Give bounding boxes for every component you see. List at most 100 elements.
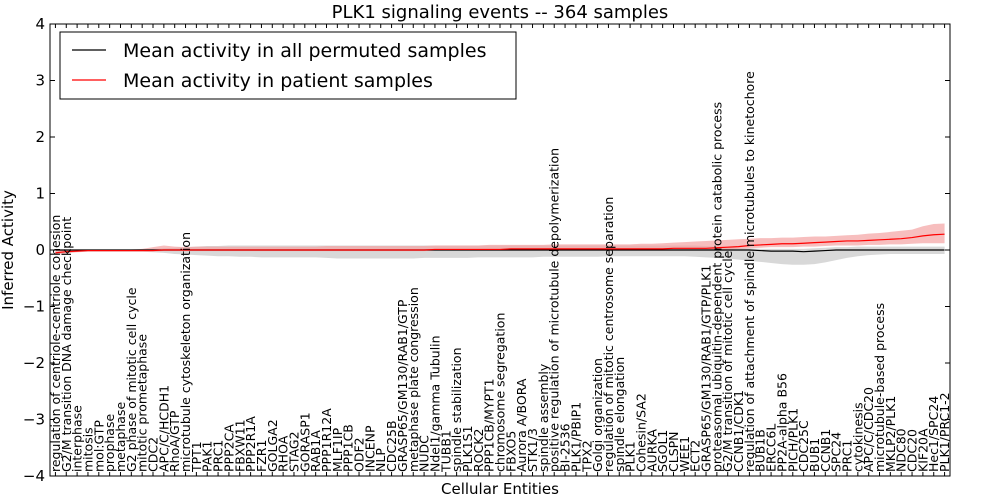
y-tick-label: 3: [35, 72, 45, 90]
category-label: PLK1: [623, 441, 638, 472]
legend: Mean activity in all permuted samples Me…: [59, 31, 517, 100]
category-label: APC/C/HCDH1: [156, 385, 171, 472]
category-label: Golgi organization: [590, 358, 605, 472]
category-label: spindle elongation: [612, 357, 627, 472]
category-label: TPT1: [189, 441, 204, 473]
category-label: CCNB1: [818, 429, 833, 472]
category-label: PPP1CB: [341, 424, 356, 472]
category-label: spindle stabilization: [449, 347, 464, 472]
category-label: FBXO5: [503, 431, 518, 472]
y-axis-title: Inferred Activity: [0, 190, 17, 310]
category-label: PRC1: [839, 440, 854, 472]
category-label: GRASP65/GM130/RAB1/GTP/PLK1: [699, 265, 714, 472]
category-label: PRC1: [211, 440, 226, 472]
category-label: STAG2: [286, 431, 301, 472]
legend-box: [59, 31, 517, 100]
category-label: positive regulation of microtubule depol…: [547, 148, 562, 472]
y-tick-label: −1: [23, 298, 45, 316]
category-label: CDC20: [905, 429, 920, 472]
category-label: microtubule cytoskeleton organization: [178, 232, 193, 472]
category-label: prophase: [102, 414, 117, 472]
category-label: ERCC6L: [764, 424, 779, 472]
y-tick-label: 1: [35, 185, 45, 203]
category-label: PLK1/PRC1-2: [937, 392, 952, 472]
chart-title: PLK1 signaling events -- 364 samples: [332, 2, 669, 23]
category-labels: regulation of centriole-centriole cohesi…: [48, 71, 952, 473]
category-label: PLK1S1: [460, 425, 475, 472]
category-label: NLP: [373, 448, 388, 472]
category-label: PPP1R12A: [319, 408, 334, 472]
legend-label-permuted: Mean activity in all permuted samples: [123, 40, 486, 62]
category-label: cytokinesis: [850, 402, 865, 472]
category-label: FZR1: [254, 440, 269, 472]
category-label: G2 phase of mitotic cell cycle: [124, 287, 139, 472]
category-label: PICH/PLK1: [785, 408, 800, 472]
category-label: G2/M transition DNA damage checkpoint: [59, 217, 74, 472]
category-label: mol:GTP: [91, 420, 106, 472]
category-label: AURKA: [644, 429, 659, 472]
category-label: CDC2: [146, 437, 161, 472]
y-axis: 4 3 2 1 0 −1 −2 −3 −4: [23, 15, 950, 485]
category-label: proteasomal ubiquitin-dependent protein …: [709, 102, 724, 472]
category-label: ECT2: [688, 440, 703, 472]
x-axis: [54, 24, 946, 476]
category-label: RAB1A: [308, 430, 323, 472]
category-label: regulation of mitotic centrosome separat…: [601, 197, 616, 472]
category-label: GRASP65/GM130/RAB1/GTP: [395, 299, 410, 472]
category-label: MKLP2/PLK1: [883, 396, 898, 472]
category-label: spindle assembly: [536, 363, 551, 472]
category-label: chromosome segregation: [493, 313, 508, 472]
category-label: PPP2CA: [221, 424, 236, 472]
category-label: PAK1: [200, 441, 215, 472]
category-label: Hec1/SPC24: [926, 396, 941, 472]
category-label: APC/C/CDC20: [861, 387, 876, 472]
x-axis-title: Cellular Entities: [441, 480, 559, 498]
category-label: mitotic prometaphase: [135, 334, 150, 472]
y-tick-label: −4: [23, 467, 45, 485]
category-label: CCNB1/CDK1: [731, 390, 746, 472]
category-label: PPP1CB/MYPT1: [482, 378, 497, 472]
y-tick-label: −2: [23, 354, 45, 372]
category-label: RhoA/GTP: [167, 410, 182, 472]
category-label: TPX2: [579, 440, 594, 473]
category-label: GORASP1: [297, 412, 312, 472]
category-label: CDC25B: [384, 420, 399, 472]
category-label: KIF20A: [915, 428, 930, 472]
category-label: Aurora A/BORA: [514, 378, 529, 472]
category-label: NUDC: [417, 435, 432, 472]
category-label: regulation of attachment of spindle micr…: [742, 71, 757, 472]
category-label: FBXW11: [232, 419, 247, 472]
category-label: INCENP: [362, 425, 377, 472]
category-label: microtubule-based process: [872, 303, 887, 472]
category-label: CLSPN: [666, 431, 681, 472]
category-label: regulation of centriole-centriole cohesi…: [48, 215, 63, 472]
category-label: GOLGA2: [265, 419, 280, 472]
category-label: CDC25C: [796, 420, 811, 472]
category-label: Ndel1/gamma Tubulin: [427, 335, 442, 472]
category-label: PPP2R1A: [243, 416, 258, 472]
category-label: WEE1: [677, 436, 692, 472]
category-label: SPC24: [829, 432, 844, 472]
category-label: mitosis: [80, 427, 95, 472]
y-tick-label: 2: [35, 128, 45, 146]
category-label: TUBB1: [438, 430, 453, 473]
legend-label-patient: Mean activity in patient samples: [123, 70, 433, 92]
category-label: metaphase: [113, 402, 128, 472]
category-label: PP2A-alpha B56: [774, 373, 789, 472]
category-label: metaphase plate congression: [406, 287, 421, 472]
patient-mean-line: [55, 233, 945, 254]
category-label: NDC80: [894, 428, 909, 472]
category-label: ROCK2: [471, 429, 486, 472]
y-tick-label: −3: [23, 411, 45, 429]
category-label: BUB1B: [753, 429, 768, 472]
category-label: ODF2: [352, 437, 367, 472]
category-label: RHOA: [276, 435, 291, 472]
category-label: G2/M transition of mitotic cell cycle: [720, 250, 735, 472]
category-label: STK1/3: [525, 428, 540, 472]
category-label: Cohesin/SA2: [633, 393, 648, 472]
category-label: MLF1IP: [330, 427, 345, 472]
category-label: BI-2536: [558, 423, 573, 472]
y-tick-label: 4: [35, 15, 45, 33]
category-label: PLK1/PBIP1: [568, 402, 583, 472]
